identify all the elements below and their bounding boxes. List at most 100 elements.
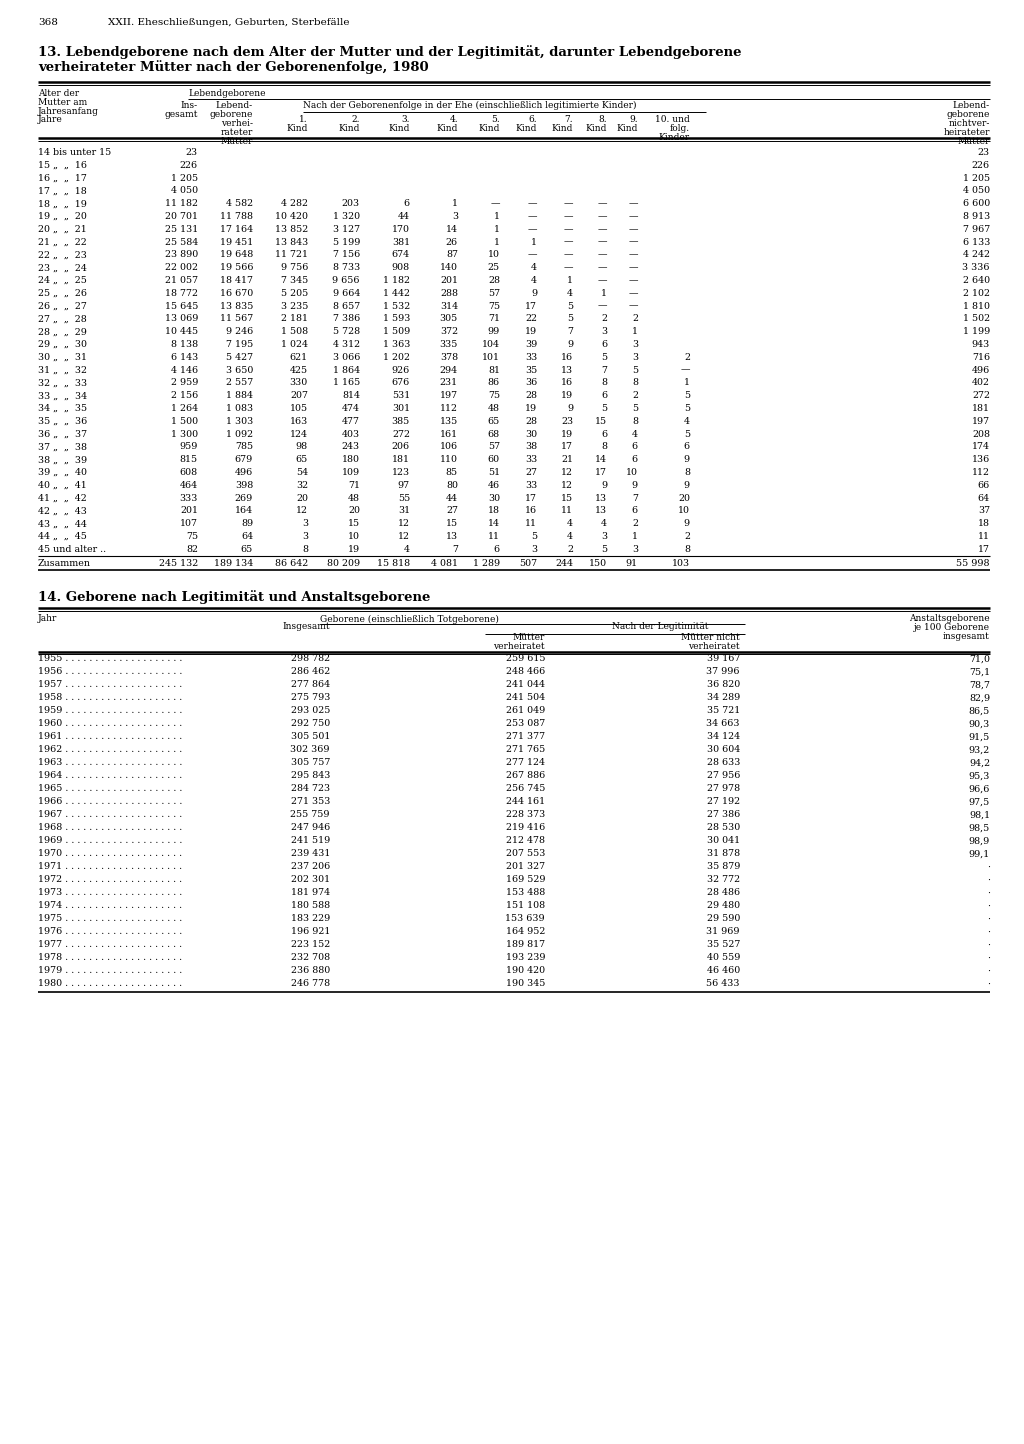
- Text: 12: 12: [398, 520, 410, 529]
- Text: 97: 97: [398, 481, 410, 490]
- Text: 228 373: 228 373: [506, 810, 545, 819]
- Text: 219 416: 219 416: [506, 823, 545, 832]
- Text: 1: 1: [531, 238, 537, 247]
- Text: 11 788: 11 788: [220, 212, 253, 221]
- Text: Alter der: Alter der: [38, 90, 79, 98]
- Text: Kind: Kind: [389, 124, 410, 133]
- Text: 33: 33: [524, 455, 537, 464]
- Text: 71: 71: [348, 481, 360, 490]
- Text: 403: 403: [342, 430, 360, 439]
- Text: 3: 3: [601, 328, 607, 336]
- Text: 3 127: 3 127: [333, 225, 360, 234]
- Text: 56 433: 56 433: [707, 979, 740, 988]
- Text: 3: 3: [632, 544, 638, 554]
- Text: 232 708: 232 708: [291, 953, 330, 962]
- Text: 14: 14: [488, 520, 500, 529]
- Text: 22 002: 22 002: [165, 263, 198, 273]
- Text: folg.: folg.: [670, 124, 690, 133]
- Text: 1: 1: [632, 328, 638, 336]
- Text: 425: 425: [290, 365, 308, 374]
- Text: 16: 16: [525, 507, 537, 516]
- Text: 298 782: 298 782: [291, 654, 330, 663]
- Text: gesamt: gesamt: [165, 110, 198, 118]
- Text: 80: 80: [446, 481, 458, 490]
- Text: Geborene (einschließlich Totgeborene): Geborene (einschließlich Totgeborene): [319, 614, 499, 624]
- Text: Zusammen: Zusammen: [38, 559, 91, 567]
- Text: 226: 226: [972, 160, 990, 170]
- Text: 38 „  „  39: 38 „ „ 39: [38, 455, 87, 464]
- Text: 46 460: 46 460: [707, 966, 740, 975]
- Text: 5 205: 5 205: [281, 289, 308, 297]
- Text: 8: 8: [601, 378, 607, 387]
- Text: 1 509: 1 509: [383, 328, 410, 336]
- Text: 82,9: 82,9: [969, 693, 990, 702]
- Text: 1.: 1.: [299, 116, 308, 124]
- Text: ·: ·: [987, 914, 990, 923]
- Text: 1960 . . . . . . . . . . . . . . . . . . . .: 1960 . . . . . . . . . . . . . . . . . .…: [38, 719, 182, 728]
- Text: 36: 36: [524, 378, 537, 387]
- Text: 305 757: 305 757: [291, 758, 330, 767]
- Text: 37 „  „  38: 37 „ „ 38: [38, 442, 87, 452]
- Text: 23: 23: [186, 147, 198, 157]
- Text: 674: 674: [392, 250, 410, 260]
- Text: 86: 86: [487, 378, 500, 387]
- Text: 4 242: 4 242: [963, 250, 990, 260]
- Text: 9: 9: [684, 520, 690, 529]
- Text: 44: 44: [446, 494, 458, 503]
- Text: 8: 8: [632, 417, 638, 426]
- Text: 241 519: 241 519: [291, 836, 330, 845]
- Text: Nach der Geborenenfolge in der Ehe (einschließlich legitimierte Kinder): Nach der Geborenenfolge in der Ehe (eins…: [303, 101, 637, 110]
- Text: 23: 23: [978, 147, 990, 157]
- Text: 135: 135: [439, 417, 458, 426]
- Text: 2 640: 2 640: [963, 276, 990, 284]
- Text: 1963 . . . . . . . . . . . . . . . . . . . .: 1963 . . . . . . . . . . . . . . . . . .…: [38, 758, 182, 767]
- Text: 34 663: 34 663: [707, 719, 740, 728]
- Text: 5 199: 5 199: [333, 238, 360, 247]
- Text: 15: 15: [561, 494, 573, 503]
- Text: 305 501: 305 501: [291, 732, 330, 741]
- Text: 29 590: 29 590: [707, 914, 740, 923]
- Text: 2: 2: [601, 315, 607, 323]
- Text: 89: 89: [241, 520, 253, 529]
- Text: 54: 54: [296, 468, 308, 477]
- Text: 6: 6: [403, 199, 410, 208]
- Text: 333: 333: [179, 494, 198, 503]
- Text: 10: 10: [678, 507, 690, 516]
- Text: 95,3: 95,3: [969, 771, 990, 780]
- Text: 1 593: 1 593: [383, 315, 410, 323]
- Text: 12: 12: [561, 468, 573, 477]
- Text: 181: 181: [392, 455, 410, 464]
- Text: ·: ·: [987, 966, 990, 975]
- Text: Kind: Kind: [478, 124, 500, 133]
- Text: 1964 . . . . . . . . . . . . . . . . . . . .: 1964 . . . . . . . . . . . . . . . . . .…: [38, 771, 182, 780]
- Text: 7: 7: [601, 365, 607, 374]
- Text: 7: 7: [452, 544, 458, 554]
- Text: 4 282: 4 282: [281, 199, 308, 208]
- Text: 223 152: 223 152: [291, 940, 330, 949]
- Text: 17 164: 17 164: [220, 225, 253, 234]
- Text: 31 878: 31 878: [707, 849, 740, 858]
- Text: 22: 22: [525, 315, 537, 323]
- Text: 91: 91: [626, 559, 638, 567]
- Text: ·: ·: [987, 862, 990, 871]
- Text: 20 701: 20 701: [165, 212, 198, 221]
- Text: 29 „  „  30: 29 „ „ 30: [38, 339, 87, 349]
- Text: 381: 381: [392, 238, 410, 247]
- Text: 1 502: 1 502: [963, 315, 990, 323]
- Text: 2 181: 2 181: [281, 315, 308, 323]
- Text: 1 202: 1 202: [383, 352, 410, 362]
- Text: 621: 621: [290, 352, 308, 362]
- Text: 271 765: 271 765: [506, 745, 545, 754]
- Text: Kind: Kind: [516, 124, 537, 133]
- Text: 9 664: 9 664: [333, 289, 360, 297]
- Text: 9.: 9.: [630, 116, 638, 124]
- Text: 8: 8: [684, 544, 690, 554]
- Text: 31 969: 31 969: [707, 927, 740, 936]
- Text: Mutter am: Mutter am: [38, 98, 87, 107]
- Text: 21 „  „  22: 21 „ „ 22: [38, 238, 87, 247]
- Text: 1 442: 1 442: [383, 289, 410, 297]
- Text: 372: 372: [440, 328, 458, 336]
- Text: 14 bis unter 15: 14 bis unter 15: [38, 147, 112, 157]
- Text: 64: 64: [241, 531, 253, 542]
- Text: 6: 6: [601, 430, 607, 439]
